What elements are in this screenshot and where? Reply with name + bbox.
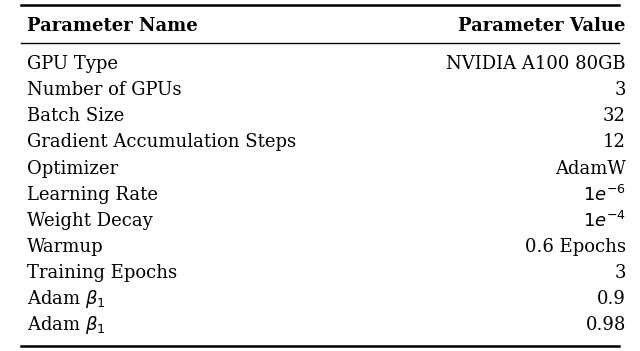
Text: 12: 12: [603, 133, 626, 151]
Text: Optimizer: Optimizer: [27, 160, 118, 178]
Text: Batch Size: Batch Size: [27, 107, 124, 125]
Text: 32: 32: [603, 107, 626, 125]
Text: Adam $\beta_1$: Adam $\beta_1$: [27, 314, 106, 336]
Text: 3: 3: [614, 81, 626, 99]
Text: Gradient Accumulation Steps: Gradient Accumulation Steps: [27, 133, 296, 151]
Text: Training Epochs: Training Epochs: [27, 264, 177, 282]
Text: AdamW: AdamW: [555, 160, 626, 178]
Text: 0.6 Epochs: 0.6 Epochs: [525, 238, 626, 256]
Text: Number of GPUs: Number of GPUs: [27, 81, 181, 99]
Text: Weight Decay: Weight Decay: [27, 212, 152, 230]
Text: 0.9: 0.9: [597, 290, 626, 308]
Text: 3: 3: [614, 264, 626, 282]
Text: $1e^{-6}$: $1e^{-6}$: [583, 185, 626, 205]
Text: Warmup: Warmup: [27, 238, 104, 256]
Text: NVIDIA A100 80GB: NVIDIA A100 80GB: [446, 55, 626, 73]
Text: Parameter Value: Parameter Value: [458, 17, 626, 35]
Text: Parameter Name: Parameter Name: [27, 17, 198, 35]
Text: $1e^{-4}$: $1e^{-4}$: [582, 211, 626, 231]
Text: 0.98: 0.98: [586, 316, 626, 334]
Text: Adam $\beta_1$: Adam $\beta_1$: [27, 288, 106, 310]
Text: Learning Rate: Learning Rate: [27, 186, 158, 204]
Text: GPU Type: GPU Type: [27, 55, 118, 73]
